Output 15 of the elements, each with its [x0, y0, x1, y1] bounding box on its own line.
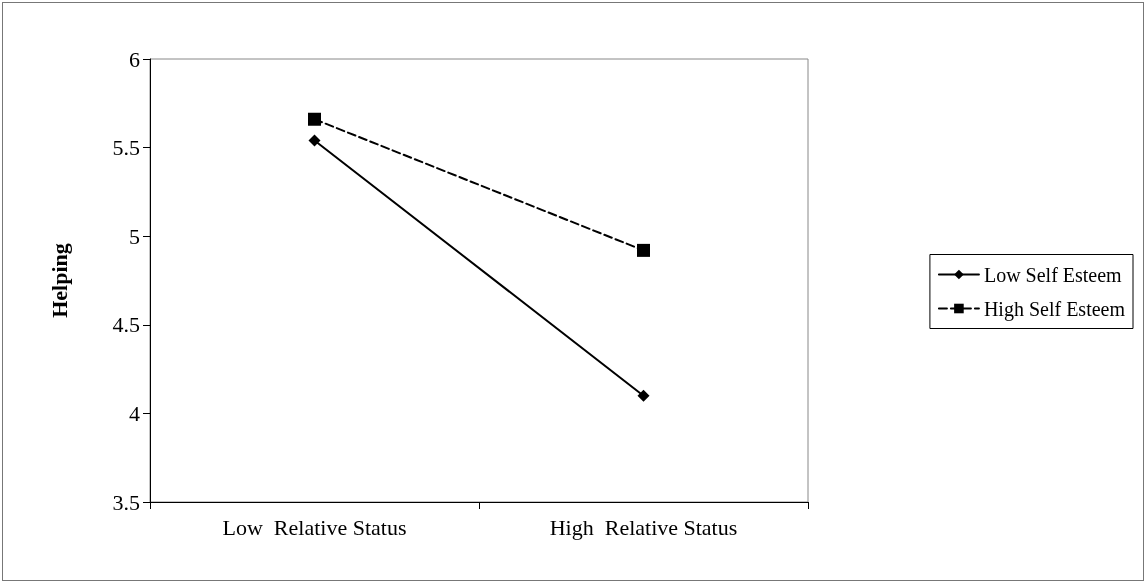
y-tick-label: 4	[129, 400, 140, 426]
y-tick-label: 5.5	[112, 135, 140, 161]
point	[637, 389, 650, 402]
y-tick-label: 5	[129, 223, 140, 249]
x-tick-label: Low Relative Status	[222, 514, 407, 540]
point	[308, 134, 321, 147]
y-axis-title: Helping	[46, 243, 72, 318]
point	[308, 112, 321, 126]
y-tick-label: 3.5	[112, 489, 140, 515]
x-tick-label: High Relative Status	[549, 514, 738, 540]
y-tick-label: 4.5	[112, 312, 140, 338]
legend-label: Low Self Esteem	[983, 263, 1123, 286]
y-tick-label: 6	[129, 46, 140, 72]
legend-label: High Self Esteem	[983, 297, 1126, 321]
point	[637, 243, 650, 257]
